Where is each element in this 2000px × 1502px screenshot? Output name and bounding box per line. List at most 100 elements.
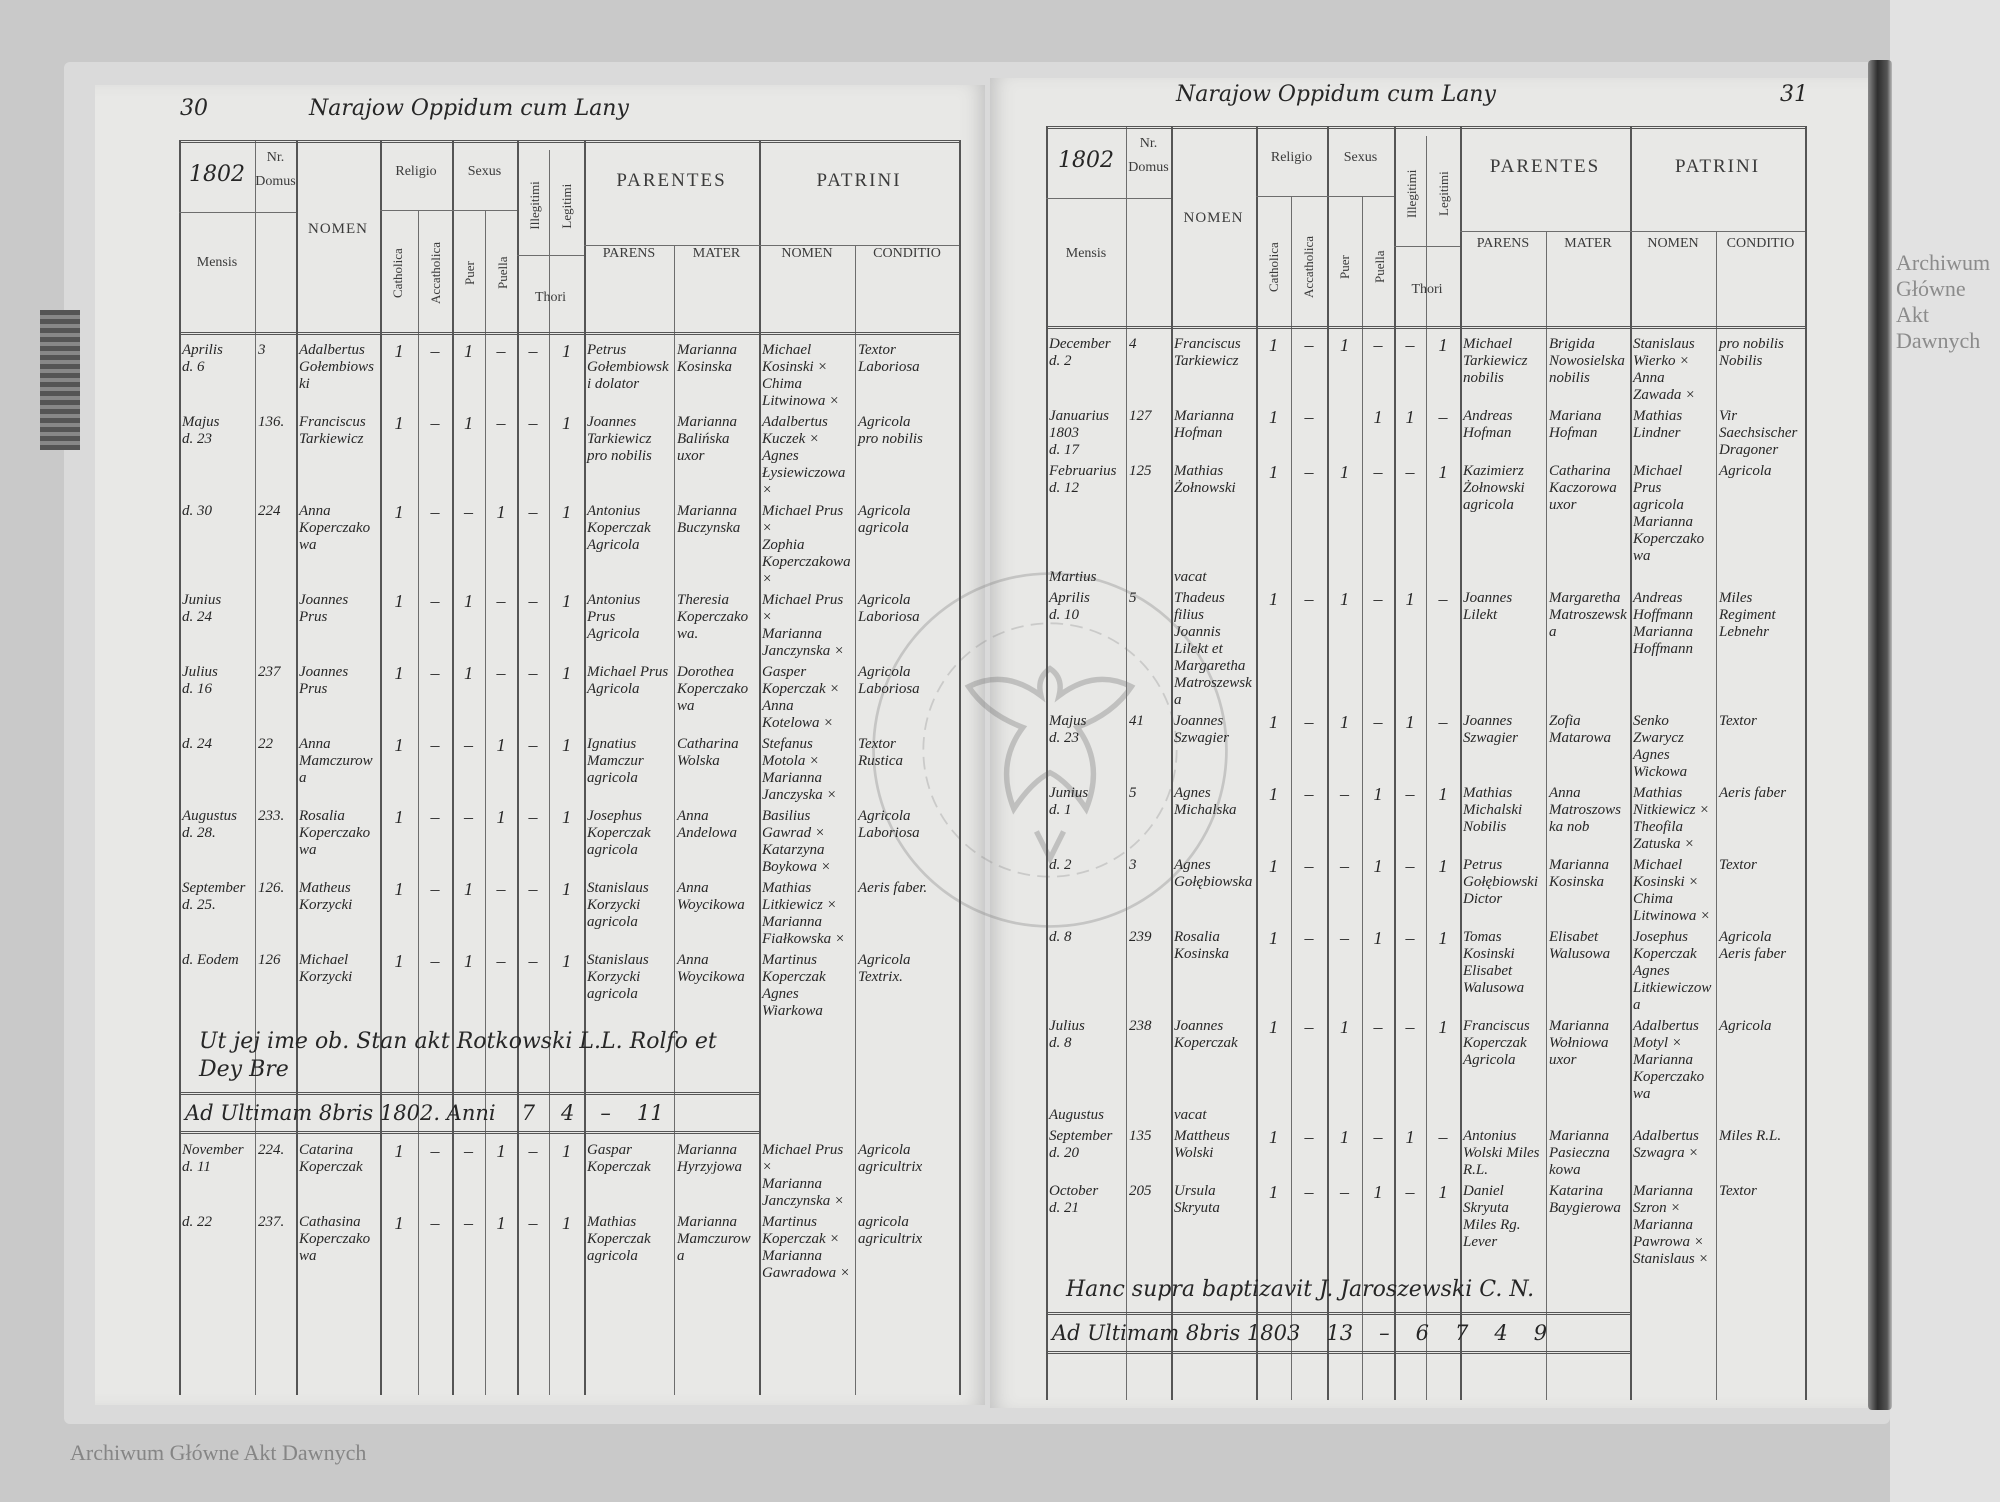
entry-tally-mark: 1: [1373, 784, 1383, 804]
left_page-religio-rule: [380, 210, 517, 211]
entry-tally-mark: [1426, 1107, 1460, 1124]
entry-mother: Catharina Wolska: [677, 736, 739, 769]
right_page-header-puer: Puer: [1337, 255, 1352, 279]
entry-tally-mark: [1327, 569, 1362, 586]
entry-tally-mark: –: [528, 502, 538, 522]
right_page-column-rule: [1126, 126, 1127, 1400]
table-row: Junius d. 1 5 Agnes Michalska 1– –1–1 Mathias …: [1046, 785, 1805, 853]
entry-tally-mark: –: [528, 1141, 538, 1161]
entry-mother: Anna Woycikowa: [677, 880, 745, 913]
entry-day: d. 22: [182, 1214, 212, 1230]
entry-godparents: Martinus Koperczak Agnes Wiarkowa: [762, 952, 826, 1019]
entry-godparents: Adalbertus Kuczek × Agnes Łysiewiczowa ×: [762, 414, 846, 498]
entry-tally-mark: 1: [1269, 1127, 1278, 1147]
left_page-totals-row: Ad Ultimam 8bris 1802. Anni 7 4 – 11: [179, 1092, 759, 1134]
entry-tally-mark: 1: [394, 879, 404, 899]
entry-child-name: Rosalia Kosinska: [1174, 929, 1230, 962]
table-row: Januarius 1803 d. 17 127 Marianna Hofman 1–1…: [1046, 408, 1805, 459]
entry-tally-mark: –: [528, 663, 538, 683]
entry-tally-mark: [1256, 1107, 1291, 1124]
entry-tally-mark: –: [430, 807, 440, 827]
entry-tally-mark: 1: [1269, 407, 1278, 427]
entry-father: Joannes Lilekt: [1463, 590, 1513, 623]
entry-tally-mark: –: [1304, 1127, 1314, 1147]
entry-tally-mark: 1: [1373, 856, 1383, 876]
entry-tally-mark: 1: [394, 1141, 404, 1161]
entry-house-number: [255, 592, 296, 660]
entry-child-name: Agnes Gołębiowska: [1174, 857, 1253, 890]
table-row: September d. 20 135 Mattheus Wolski 1–1–1– An…: [1046, 1128, 1805, 1179]
entry-tally-mark: –: [528, 951, 538, 971]
left_page-column-rule: [485, 210, 486, 1395]
entry-tally-mark: –: [1438, 712, 1448, 732]
totals-value: 11: [636, 1101, 664, 1125]
entry-tally-mark: –: [528, 735, 538, 755]
entry-date: Majus d. 23: [179, 414, 255, 499]
entry-tally-mark: –: [1373, 462, 1383, 482]
entry-month: December: [1049, 336, 1111, 352]
entry-tally-mark: 1: [1340, 712, 1349, 732]
entry-tally-mark: –: [464, 1141, 473, 1161]
entry-father: Mathias Koperczak agricola: [587, 1214, 651, 1264]
entry-day: d. 25.: [182, 897, 216, 913]
right_page-header-nr: Nr.: [1139, 136, 1158, 151]
entry-godparents: Stanislaus Wierko × Anna Zawada ×: [1633, 336, 1696, 403]
entry-godparents: Senko Zwarycz Agnes Wickowa: [1633, 713, 1688, 780]
entry-mother: Anna Andelowa: [677, 808, 737, 841]
entry-day: d. 17: [1049, 442, 1079, 458]
left_page-mensis-rule: [179, 212, 296, 213]
left_page-totals-label: Ad Ultimam 8bris 1802. Anni: [185, 1101, 496, 1125]
entry-date: Junius d. 1: [1046, 785, 1126, 853]
entry-house-number: 239: [1129, 929, 1152, 945]
table-row: Julius d. 16 237 Joannes Prus 1–1– –1 Michael …: [179, 664, 959, 732]
entry-father: Tomas Kosinski Elisabet Walusowa: [1463, 929, 1525, 996]
entry-tally-mark: [1327, 408, 1362, 459]
entry-father: Antonius Koperczak Agricola: [587, 503, 651, 553]
entry-tally-mark: –: [1304, 1017, 1314, 1037]
entry-tally-mark: –: [1340, 1182, 1349, 1202]
entry-godparent-condition: Textor: [1719, 1183, 1757, 1199]
entry-tally-mark: 1: [1269, 1182, 1278, 1202]
right_page-title: Narajow Oppidum cum Lany: [1176, 82, 1496, 107]
entry-godparent-condition: pro nobilis Nobilis: [1719, 336, 1784, 369]
entry-house-number: 224: [258, 503, 281, 519]
table-row: Julius d. 8 238 Joannes Koperczak 1–1– –1 Fran…: [1046, 1018, 1805, 1103]
table-row: Augustus d. 28. 233. Rosalia Koperczakowa 1–…: [179, 808, 959, 876]
entry-godparent-condition: Agricola pro nobilis: [858, 414, 923, 447]
entry-tally-mark: 1: [464, 413, 473, 433]
entry-tally-mark: –: [1373, 335, 1383, 355]
entry-tally-mark: –: [1373, 1127, 1383, 1147]
entry-house-number: [1126, 569, 1171, 586]
entry-house-number: 237.: [258, 1214, 285, 1230]
entry-child-name: vacat: [1174, 569, 1207, 585]
left_page-header-thori: Thori: [534, 289, 567, 305]
entry-mother: Elisabet Walusowa: [1549, 929, 1611, 962]
entry-tally-mark: –: [1340, 928, 1349, 948]
entry-day: d. 1: [1049, 802, 1072, 818]
entry-tally-mark: 1: [1340, 1017, 1349, 1037]
entry-date: Januarius 1803 d. 17: [1046, 408, 1126, 459]
entry-day: d. 6: [182, 359, 205, 375]
entry-father: Joannes Szwagier: [1463, 713, 1519, 746]
right_page-thori-rule: [1394, 246, 1460, 247]
entry-day: d. 24: [182, 609, 212, 625]
entry-godparents: Josephus Koperczak Agnes Litkiewiczowa: [1633, 929, 1712, 1013]
eagle-icon: [964, 665, 1136, 865]
entry-child-name: Anna Mamczurowa: [299, 736, 373, 786]
entry-tally-mark: 1: [496, 1141, 506, 1161]
left_page-header-parentes: PARENTES: [616, 170, 727, 191]
entry-godparents: Marianna Szron × Marianna Pawrowa × Stan…: [1633, 1183, 1709, 1267]
entry-date: d. 8: [1046, 929, 1126, 1014]
entry-day: d. 2: [1049, 353, 1072, 369]
table-row: d. 8 239 Rosalia Kosinska 1 – – 1 – 1 Tomas Kosin…: [1046, 929, 1805, 1014]
entry-tally-mark: [1291, 569, 1327, 586]
entry-tally-mark: –: [528, 807, 538, 827]
scan-background: [1890, 0, 2000, 1502]
entry-father: Gaspar Koperczak: [587, 1142, 651, 1175]
entry-child-name: Matheus Korzycki: [299, 880, 353, 913]
entry-mother: [1546, 569, 1630, 586]
entry-godparent-condition: Miles R.L.: [1719, 1128, 1782, 1144]
left_page-header-parens: PARENS: [602, 245, 656, 261]
entry-tally-mark: 1: [1340, 462, 1349, 482]
entry-tally-mark: –: [1340, 856, 1349, 876]
